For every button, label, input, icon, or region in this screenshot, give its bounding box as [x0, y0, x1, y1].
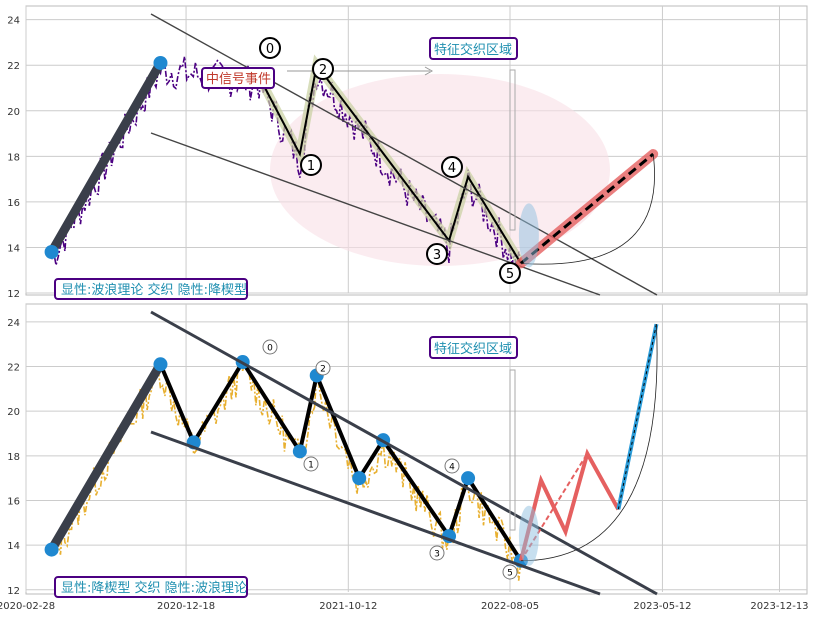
y-tick-label: 18	[7, 152, 20, 163]
x-tick-label: 2020-12-18	[157, 601, 215, 612]
projection-red	[518, 448, 621, 562]
wave-label: 1	[308, 461, 314, 471]
x-tick-label: 2020-02-28	[0, 601, 55, 612]
wave-label: 1	[307, 159, 315, 174]
y-tick-label: 22	[7, 61, 20, 72]
projection-blue-dashed	[617, 323, 657, 510]
wave-label: 2	[320, 365, 326, 375]
top-wave-marks: 0 1 2 3 4 5	[44, 13, 659, 296]
top-pattern-label: 显性:波浪理论 交织 隐性:降楔型	[54, 278, 248, 300]
channel-upper	[150, 310, 658, 596]
bottom-wave-marks: 0 1 2 3 4 5	[44, 310, 659, 596]
pivot-point	[153, 357, 168, 372]
signal-event-label-text: 中信号事件	[206, 72, 271, 87]
wave-label-circle	[262, 339, 278, 355]
wave-label: 3	[434, 550, 440, 560]
wave-label: 2	[319, 63, 327, 78]
top-pattern-label-text: 显性:波浪理论 交织 隐性:降楔型	[61, 282, 247, 298]
wave-label-circle	[315, 360, 331, 376]
zone-bar	[509, 69, 516, 231]
projection-red-dashed	[520, 453, 589, 562]
wave-label-circle	[303, 456, 319, 472]
projection-arc	[520, 154, 655, 265]
top-zone-label-text: 特征交织区域	[434, 42, 512, 58]
zone-bar	[509, 369, 516, 531]
projection-arc	[520, 324, 658, 562]
bottom-zone-label-text: 特征交织区域	[434, 341, 512, 357]
wave-path	[258, 62, 522, 264]
y-tick-label: 24	[7, 16, 20, 27]
x-axis: 2020-02-28 2020-12-18 2021-10-12 2022-08-05…	[0, 601, 809, 612]
zone-marker	[518, 203, 539, 268]
y-tick-label: 14	[7, 541, 20, 552]
wave-label: 0	[267, 344, 273, 354]
y-tick-label: 16	[7, 496, 20, 507]
x-tick-label: 2023-05-12	[633, 601, 691, 612]
wave-label-circle	[429, 545, 445, 561]
wave-label-circle	[259, 37, 281, 59]
x-tick-label: 2022-08-05	[481, 601, 539, 612]
wave-label: 0	[266, 42, 274, 57]
wave-label-circle	[426, 243, 448, 265]
wave-label-circle	[441, 156, 463, 178]
impulse-leg	[47, 58, 165, 257]
pivot-point	[44, 542, 59, 557]
y-tick-label: 12	[7, 289, 20, 300]
y-tick-label: 12	[7, 586, 20, 597]
signal-arrow	[287, 66, 434, 76]
y-tick-label: 16	[7, 198, 20, 209]
bottom-grid	[25, 304, 807, 592]
pivot-point	[461, 471, 476, 486]
y-tick-label: 18	[7, 452, 20, 463]
impulse-leg	[47, 359, 165, 555]
x-tick-label: 2021-10-12	[319, 601, 377, 612]
projection-dashed	[519, 152, 655, 265]
top-zone-label: 特征交织区域	[429, 37, 518, 60]
wave-label: 3	[433, 248, 441, 263]
wave-label-circle	[444, 458, 460, 474]
pivot-point	[352, 471, 367, 486]
wave-label-circle	[499, 262, 521, 284]
bottom-panel-frame	[25, 303, 808, 595]
y-tick-label: 20	[7, 107, 20, 118]
y-tick-label: 24	[7, 318, 20, 329]
y-tick-label: 22	[7, 363, 20, 374]
top-y-axis: 12 14 16 18 20 22 24	[7, 16, 20, 300]
wave-label: 4	[448, 161, 456, 176]
bottom-pattern-label: 显性:降楔型 交织 隐性:波浪理论	[54, 576, 248, 598]
zone-marker	[518, 505, 539, 566]
signal-event-label: 中信号事件	[201, 67, 275, 89]
wave-label-circle	[502, 564, 518, 580]
y-tick-label: 20	[7, 407, 20, 418]
wave-label: 5	[507, 569, 513, 579]
wave-label: 4	[449, 463, 455, 473]
pivot-point	[153, 55, 168, 70]
channel-lower	[150, 430, 601, 596]
bottom-zone-label: 特征交织区域	[429, 336, 518, 359]
channel-lower	[150, 132, 601, 296]
wave-label: 5	[506, 267, 514, 282]
bottom-pattern-label-text: 显性:降楔型 交织 隐性:波浪理论	[61, 580, 247, 596]
pivot-point	[44, 245, 59, 259]
y-tick-label: 14	[7, 243, 20, 254]
pivot-point	[292, 444, 307, 459]
wave-label-circle	[300, 154, 322, 176]
channel-upper	[150, 13, 658, 296]
bottom-y-axis: 12 14 16 18 20 22 24	[7, 318, 20, 597]
x-tick-label: 2023-12-13	[750, 601, 808, 612]
wave-label-circle	[312, 58, 334, 80]
